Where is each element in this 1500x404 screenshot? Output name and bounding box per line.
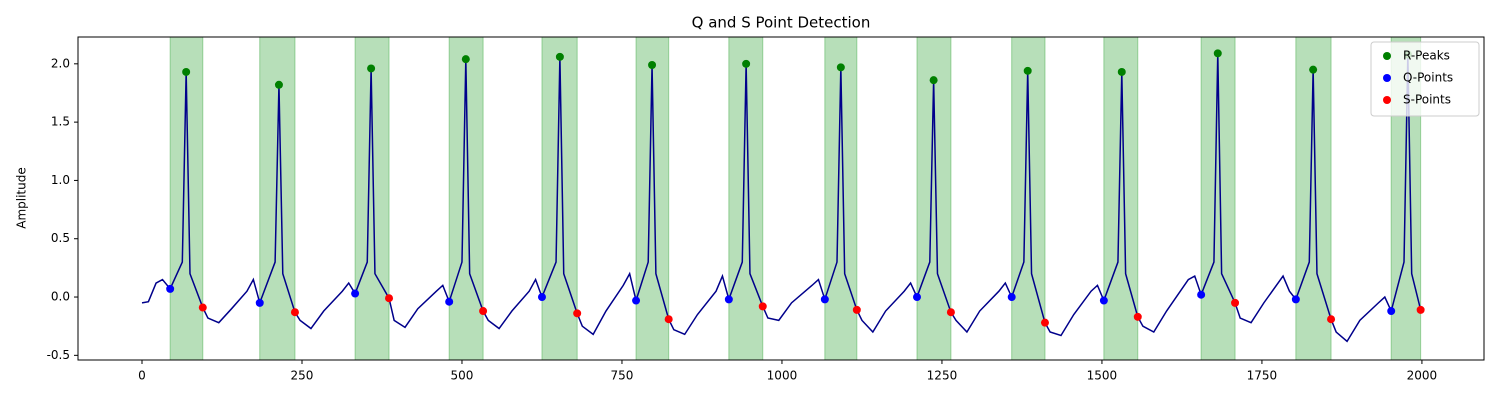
point bbox=[255, 298, 264, 307]
point bbox=[836, 63, 845, 72]
point bbox=[537, 293, 546, 302]
legend: R-Peaks Q-Points S-Points bbox=[1370, 41, 1480, 117]
legend-label: Q-Points bbox=[1403, 71, 1453, 85]
point bbox=[1133, 312, 1142, 321]
point bbox=[1231, 298, 1240, 307]
y-tick-label: 1.0 bbox=[51, 173, 70, 187]
point bbox=[1291, 295, 1300, 304]
y-tick-label: -0.5 bbox=[47, 348, 70, 362]
point bbox=[274, 80, 283, 89]
point bbox=[555, 52, 564, 61]
point bbox=[479, 307, 488, 316]
legend-label: S-Points bbox=[1403, 93, 1451, 107]
point bbox=[1327, 315, 1336, 324]
y-tick-label: 2.0 bbox=[51, 56, 70, 70]
point bbox=[182, 67, 191, 76]
point bbox=[912, 293, 921, 302]
point bbox=[351, 289, 360, 298]
point bbox=[929, 76, 938, 85]
point bbox=[632, 296, 641, 305]
point bbox=[1416, 305, 1425, 314]
x-tick-label: 0 bbox=[138, 369, 146, 383]
point bbox=[1007, 293, 1016, 302]
point bbox=[1213, 49, 1222, 58]
legend-box bbox=[1370, 41, 1480, 117]
legend-marker bbox=[1383, 96, 1391, 104]
y-tick-label: 0.5 bbox=[51, 231, 70, 245]
point bbox=[1117, 67, 1126, 76]
point bbox=[166, 284, 175, 293]
legend-marker bbox=[1383, 52, 1391, 60]
x-tick-label: 2000 bbox=[1407, 369, 1438, 383]
point bbox=[742, 59, 751, 68]
x-tick-label: 1250 bbox=[927, 369, 958, 383]
point bbox=[1387, 307, 1396, 316]
point bbox=[946, 308, 955, 317]
legend-marker bbox=[1383, 74, 1391, 82]
point bbox=[1099, 296, 1108, 305]
x-tick-label: 1000 bbox=[767, 369, 798, 383]
point bbox=[852, 305, 861, 314]
x-tick-label: 500 bbox=[451, 369, 474, 383]
point bbox=[1040, 318, 1049, 327]
chart-title: Q and S Point Detection bbox=[692, 14, 871, 32]
legend-label: R-Peaks bbox=[1403, 49, 1450, 63]
point bbox=[461, 55, 470, 64]
x-tick-label: 1750 bbox=[1247, 369, 1278, 383]
point bbox=[1197, 290, 1206, 299]
point bbox=[820, 295, 829, 304]
y-tick-label: 1.5 bbox=[51, 115, 70, 129]
point bbox=[573, 309, 582, 318]
point bbox=[367, 64, 376, 73]
y-axis-label: Amplitude bbox=[15, 167, 29, 229]
x-tick-label: 250 bbox=[291, 369, 314, 383]
x-tick-label: 750 bbox=[611, 369, 634, 383]
signal-line bbox=[141, 53, 1422, 343]
point bbox=[198, 303, 207, 312]
x-tick-label: 1500 bbox=[1087, 369, 1118, 383]
point bbox=[648, 60, 657, 69]
point bbox=[385, 294, 394, 303]
point bbox=[724, 295, 733, 304]
y-tick-label: 0.0 bbox=[51, 290, 70, 304]
point bbox=[1309, 65, 1318, 74]
point bbox=[758, 302, 767, 311]
point bbox=[445, 297, 454, 306]
point bbox=[1023, 66, 1032, 75]
point bbox=[664, 315, 673, 324]
plot-frame bbox=[77, 36, 1485, 361]
point bbox=[290, 308, 299, 317]
